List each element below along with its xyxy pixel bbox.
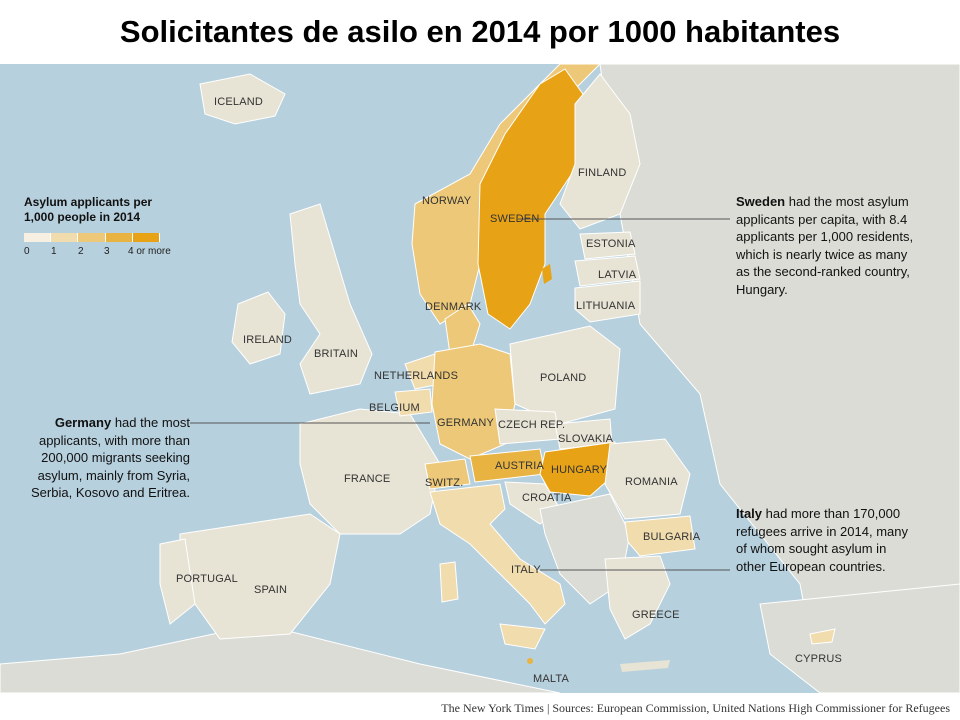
legend-swatch-4 <box>132 233 161 242</box>
country-finland <box>559 73 641 230</box>
legend-swatch-1 <box>51 233 79 242</box>
country-ireland <box>231 291 286 365</box>
label-france: FRANCE <box>344 473 391 485</box>
legend-swatch-0 <box>24 233 52 242</box>
footer-source-credit: The New York Times | Sources: European C… <box>441 701 950 715</box>
country-belgium <box>394 388 433 417</box>
country-britain <box>289 203 373 395</box>
map-canvas <box>0 64 960 693</box>
label-italy: ITALY <box>511 564 541 576</box>
germany-annotation-text: had the most applicants, with more than … <box>31 415 190 500</box>
label-britain: BRITAIN <box>314 348 358 360</box>
label-romania: ROMANIA <box>625 476 678 488</box>
label-spain: SPAIN <box>254 584 288 596</box>
legend-swatch-2 <box>78 233 106 242</box>
label-lithuania: LITHUANIA <box>576 300 636 312</box>
page-title: Solicitantes de asilo en 2014 por 1000 h… <box>119 14 841 49</box>
europe-map: ICELAND NORWAY SWEDEN FINLAND ESTONIA LA… <box>0 64 960 693</box>
country-latvia <box>574 255 641 287</box>
label-denmark: DENMARK <box>425 301 482 313</box>
label-austria: AUSTRIA <box>495 460 545 472</box>
land-turkey <box>759 583 960 693</box>
label-malta: MALTA <box>533 673 570 685</box>
legend-title: Asylum applicants per 1,000 people in 20… <box>24 195 153 224</box>
label-netherlands: NETHERLANDS <box>374 370 459 382</box>
label-croatia: CROATIA <box>522 492 572 504</box>
label-switzerland: SWITZ. <box>425 477 464 489</box>
label-norway: NORWAY <box>422 195 472 207</box>
country-france <box>299 408 441 535</box>
footer: The New York Times | Sources: European C… <box>0 693 960 720</box>
label-sweden: SWEDEN <box>490 213 540 225</box>
island-crete <box>620 660 670 672</box>
label-czech: CZECH REP. <box>498 419 566 431</box>
country-lithuania <box>574 280 641 323</box>
country-cyprus <box>809 628 836 645</box>
country-romania <box>604 438 691 520</box>
island-gotland <box>542 264 552 284</box>
italy-annotation-bold: Italy <box>736 506 763 521</box>
label-belgium: BELGIUM <box>369 402 420 414</box>
country-estonia <box>579 231 636 260</box>
label-germany: GERMANY <box>437 417 495 429</box>
legend-swatch-3 <box>105 233 133 242</box>
label-greece: GREECE <box>632 609 680 621</box>
legend-tick: 1 <box>51 246 57 257</box>
country-bulgaria <box>624 515 696 557</box>
country-hungary <box>539 441 616 497</box>
country-malta <box>527 658 533 664</box>
country-poland <box>509 325 621 425</box>
legend-tick: 4 or more <box>128 246 171 257</box>
sweden-annotation: Sweden had the most asylum applicants pe… <box>736 193 916 298</box>
label-cyprus: CYPRUS <box>795 653 843 665</box>
legend-ticks: 0 1 2 3 4 or more <box>24 246 174 260</box>
country-greece <box>604 555 671 640</box>
label-ireland: IRELAND <box>243 334 293 346</box>
island-sicily <box>499 623 546 650</box>
label-poland: POLAND <box>540 372 587 384</box>
sweden-annotation-text: had the most asylum applicants per capit… <box>736 194 914 297</box>
country-portugal <box>159 538 196 625</box>
legend-tick: 3 <box>104 246 110 257</box>
country-sweden <box>477 68 591 330</box>
label-latvia: LATVIA <box>598 269 637 281</box>
italy-annotation-text: had more than 170,000 refugees arrive in… <box>736 506 908 574</box>
country-denmark <box>444 303 481 355</box>
germany-annotation-bold: Germany <box>54 415 112 430</box>
country-iceland <box>199 73 286 125</box>
label-iceland: ICELAND <box>214 96 264 108</box>
legend-tick: 2 <box>78 246 84 257</box>
label-portugal: PORTUGAL <box>176 573 238 585</box>
country-italy <box>429 483 566 625</box>
italy-annotation: Italy had more than 170,000 refugees arr… <box>736 505 914 575</box>
legend-tick: 0 <box>24 246 30 257</box>
legend-color-scale <box>24 233 161 242</box>
label-bulgaria: BULGARIA <box>643 531 701 543</box>
label-estonia: ESTONIA <box>586 238 636 250</box>
label-hungary: HUNGARY <box>551 464 608 476</box>
germany-annotation: Germany had the most applicants, with mo… <box>20 414 190 502</box>
country-switzerland <box>424 458 471 490</box>
map-legend: Asylum applicants per 1,000 people in 20… <box>24 195 174 260</box>
island-sardinia <box>439 561 459 603</box>
label-finland: FINLAND <box>578 167 627 179</box>
label-slovakia: SLOVAKIA <box>558 433 614 445</box>
sweden-annotation-bold: Sweden <box>736 194 786 209</box>
